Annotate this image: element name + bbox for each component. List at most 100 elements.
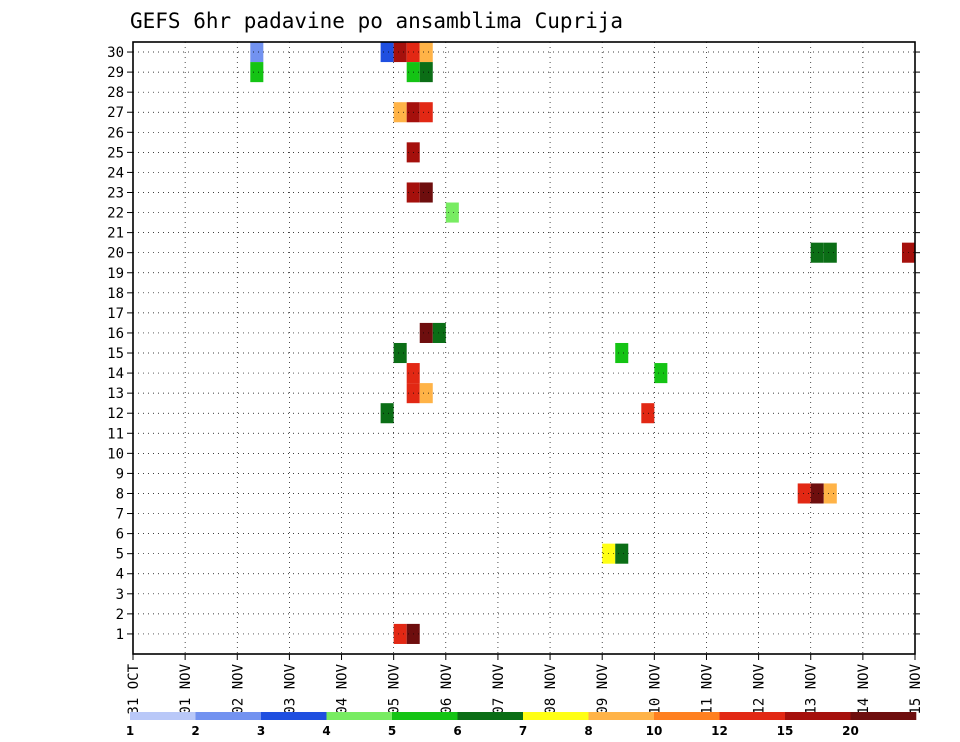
legend-label: 1	[126, 724, 134, 738]
x-tick-label: 05 NOV	[387, 663, 403, 714]
legend-swatch	[261, 712, 327, 720]
x-tick-label: 13 NOV	[804, 663, 820, 714]
legend-swatch	[850, 712, 917, 720]
y-tick-label: 15	[107, 346, 124, 362]
heatmap-cell	[393, 42, 407, 63]
heatmap-cell	[419, 102, 433, 123]
legend-swatch	[195, 712, 262, 720]
heatmap-cell	[797, 483, 811, 504]
heatmap-cell	[250, 42, 264, 63]
chart-title: GEFS 6hr padavine po ansamblima Cuprija	[130, 9, 623, 33]
y-tick-label: 4	[116, 567, 124, 583]
y-tick-label: 30	[107, 45, 124, 61]
x-tick-label: 07 NOV	[491, 663, 507, 714]
heatmap-cell	[810, 242, 824, 263]
legend-label: 15	[777, 724, 794, 738]
heatmap-cell	[432, 322, 446, 343]
heatmap-cell	[615, 342, 629, 364]
y-axis: 1234567891011121314151617181920212223242…	[107, 45, 920, 643]
y-tick-label: 19	[107, 266, 124, 282]
x-tick-label: 11 NOV	[699, 663, 715, 714]
heatmap-cell	[445, 202, 459, 223]
legend-label: 10	[646, 724, 663, 738]
y-tick-label: 9	[116, 466, 124, 482]
x-tick-label: 15 NOV	[908, 663, 924, 714]
heatmap-cell	[393, 102, 407, 123]
y-tick-label: 5	[116, 547, 124, 563]
y-tick-label: 17	[107, 306, 124, 322]
legend-swatch	[654, 712, 720, 720]
plot-frame	[132, 41, 916, 655]
y-tick-label: 10	[107, 446, 124, 462]
x-tick-label: 01 NOV	[178, 663, 194, 714]
heatmap-cell	[393, 623, 407, 644]
legend-label: 3	[257, 724, 265, 738]
y-tick-label: 24	[107, 165, 124, 181]
y-tick-label: 11	[107, 426, 124, 442]
color-legend: 1 2 3 4 5 6 7 8 10 12 15 20	[126, 712, 917, 738]
y-tick-label: 27	[107, 105, 124, 121]
y-tick-label: 23	[107, 185, 124, 201]
heatmap-cell	[419, 42, 433, 63]
y-tick-label: 6	[116, 527, 124, 543]
legend-label: 2	[191, 724, 199, 738]
y-tick-label: 18	[107, 286, 124, 302]
y-tick-label: 1	[116, 627, 124, 643]
heatmap-cell	[810, 483, 824, 504]
heatmap-cell	[393, 342, 407, 364]
heatmap-cell	[823, 242, 837, 263]
legend-swatch	[457, 712, 524, 720]
legend-swatch	[130, 712, 196, 720]
y-tick-label: 26	[107, 125, 124, 141]
heatmap-cell	[823, 483, 837, 504]
y-tick-label: 3	[116, 587, 124, 603]
heatmap-cells	[250, 42, 915, 644]
y-tick-label: 12	[107, 406, 124, 422]
x-tick-label: 31 OCT	[126, 663, 142, 714]
y-tick-label: 2	[116, 607, 124, 623]
x-tick-label: 03 NOV	[282, 663, 298, 714]
legend-label: 6	[453, 724, 461, 738]
legend-swatch	[326, 712, 393, 720]
legend-label: 20	[842, 724, 859, 738]
y-tick-label: 28	[107, 85, 124, 101]
legend-swatch	[392, 712, 458, 720]
y-tick-label: 14	[107, 366, 124, 382]
heatmap-cell	[654, 363, 668, 384]
x-tick-label: 06 NOV	[439, 663, 455, 714]
heatmap-cell	[250, 62, 264, 83]
legend-label: 8	[584, 724, 592, 738]
y-tick-label: 21	[107, 226, 124, 242]
heatmap-cell	[380, 42, 394, 63]
heatmap-cell	[419, 182, 433, 203]
x-tick-label: 14 NOV	[856, 663, 872, 714]
x-tick-label: 09 NOV	[595, 663, 611, 714]
legend-swatch	[785, 712, 851, 720]
legend-swatch	[719, 712, 786, 720]
y-tick-label: 29	[107, 65, 124, 81]
legend-label: 7	[519, 724, 527, 738]
heatmap-cell	[641, 403, 655, 424]
legend-label: 4	[322, 724, 330, 738]
x-tick-label: 08 NOV	[543, 663, 559, 714]
legend-label: 12	[711, 724, 728, 738]
y-tick-label: 22	[107, 206, 124, 222]
x-axis: 31 OCT 01 NOV 02 NOV 03 NOV 04 NOV 05 NOV 06 N…	[126, 654, 924, 715]
heatmap-cell	[419, 322, 433, 343]
grid-lines	[133, 42, 915, 654]
legend-swatch	[588, 712, 655, 720]
y-tick-label: 7	[116, 507, 124, 523]
legend-swatch	[523, 712, 589, 720]
y-tick-label: 8	[116, 486, 124, 502]
x-tick-label: 12 NOV	[752, 663, 768, 714]
heatmap-cell	[380, 403, 394, 424]
heatmap-cell	[615, 543, 629, 564]
y-tick-label: 16	[107, 326, 124, 342]
y-tick-label: 25	[107, 145, 124, 161]
y-tick-label: 13	[107, 386, 124, 402]
heatmap-cell	[419, 383, 433, 404]
legend-label: 5	[388, 724, 396, 738]
x-tick-label: 10 NOV	[647, 663, 663, 714]
y-tick-label: 20	[107, 246, 124, 262]
